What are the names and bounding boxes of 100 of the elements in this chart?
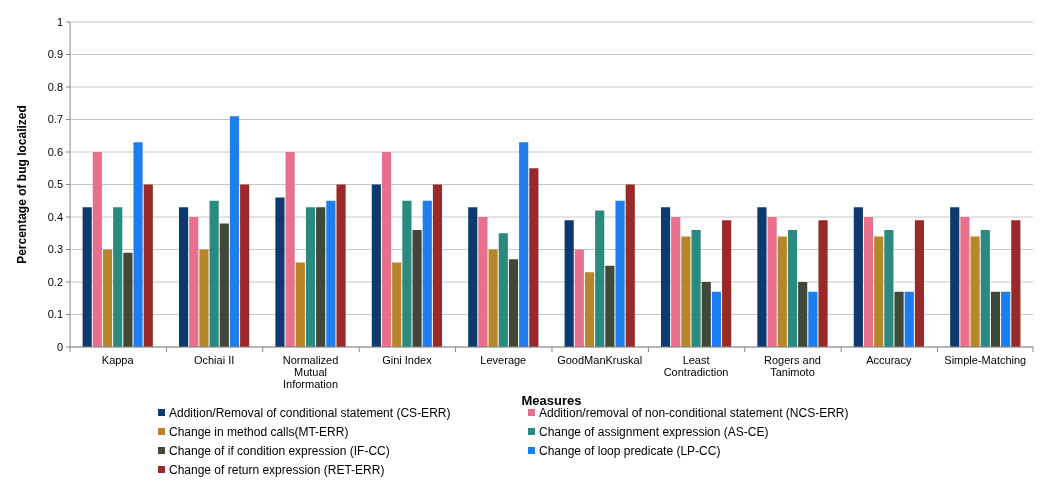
- bar: [595, 210, 605, 347]
- y-tick-label: 0.8: [47, 80, 63, 93]
- y-tick-label: 0: [56, 340, 63, 353]
- bar: [371, 184, 381, 347]
- bar: [275, 197, 285, 347]
- bar: [914, 220, 925, 347]
- bar: [508, 259, 519, 347]
- x-tick-label: Gini Index: [382, 354, 433, 366]
- bar: [336, 184, 346, 347]
- bar: [468, 207, 478, 347]
- bar: [133, 142, 143, 347]
- bar: [980, 230, 990, 347]
- bar: [701, 282, 711, 347]
- x-tick-label: Ochiai II: [193, 354, 235, 366]
- bar: [102, 249, 113, 347]
- bar: [422, 200, 432, 347]
- bar: [808, 291, 818, 347]
- y-tick-label: 0.4: [47, 210, 63, 223]
- y-tick-label: 0.2: [47, 275, 63, 288]
- y-tick-label: 0.9: [47, 48, 63, 61]
- bar: [92, 152, 102, 347]
- bar: [1001, 291, 1011, 347]
- bar: [432, 184, 443, 347]
- bar: [960, 217, 970, 347]
- y-tick-label: 0.5: [47, 178, 63, 191]
- bar: [574, 249, 584, 347]
- bar: [1011, 220, 1021, 347]
- bar: [818, 220, 828, 347]
- bar: [381, 152, 392, 347]
- legend-label: Change of if condition expression (IF-CC): [169, 444, 390, 459]
- bar: [199, 249, 209, 347]
- bar: [757, 207, 767, 347]
- bar: [402, 200, 412, 347]
- bar: [625, 184, 635, 347]
- bar: [392, 262, 402, 347]
- bar: [229, 116, 240, 347]
- y-axis-title: Percentage of bug localized: [15, 105, 29, 264]
- x-tick-label: Leverage: [480, 354, 527, 366]
- bar: [316, 207, 326, 347]
- bar: [884, 230, 894, 347]
- bar: [722, 220, 732, 347]
- bar: [970, 236, 980, 347]
- bar: [123, 252, 133, 347]
- bar: [950, 207, 960, 347]
- bar: [767, 217, 777, 347]
- y-tick-label: 0.6: [47, 145, 63, 158]
- bar: [990, 291, 1001, 347]
- bar: [798, 282, 808, 347]
- bar: [498, 233, 508, 347]
- bar: [777, 236, 787, 347]
- bar: [904, 291, 914, 347]
- legend-label: Addition/removal of non-conditional statement (NCS-ERR): [539, 406, 849, 421]
- y-tick-label: 0.1: [47, 308, 63, 321]
- bar: [681, 236, 691, 347]
- bar: [189, 217, 199, 347]
- x-tick-label: GoodManKruskal: [557, 354, 643, 366]
- legend-label: Change of loop predicate (LP-CC): [539, 444, 721, 459]
- bar: [787, 230, 798, 347]
- bar: [519, 142, 529, 347]
- bar: [584, 272, 595, 347]
- bar: [711, 291, 722, 347]
- x-tick-label: Accuracy: [866, 354, 912, 366]
- y-tick-label: 0.3: [47, 243, 63, 256]
- bar: [691, 230, 701, 347]
- x-tick-label: Simple-Matching: [944, 354, 1027, 366]
- x-tick-label: Kappa: [101, 354, 135, 366]
- bar: [529, 168, 539, 347]
- bar: [478, 217, 488, 347]
- bar: [326, 200, 336, 347]
- bar: [209, 200, 219, 347]
- legend-label: Change in method calls(MT-ERR): [169, 425, 349, 440]
- legend-label: Change of assignment expression (AS-CE): [539, 425, 769, 440]
- bar: [605, 265, 615, 347]
- x-axis-title: Measures: [521, 393, 582, 408]
- x-tick-label: Least Contradiction: [663, 354, 729, 378]
- bar: [295, 262, 305, 347]
- bar: [285, 152, 295, 347]
- y-tick-label: 1: [56, 15, 63, 28]
- bar: [853, 207, 863, 347]
- bar: [660, 207, 671, 347]
- bar: [305, 207, 316, 347]
- bar: [863, 217, 874, 347]
- x-tick-label: Rogers and Tanimoto: [764, 354, 821, 378]
- bar: [412, 230, 422, 347]
- bar: [671, 217, 681, 347]
- y-tick-label: 0.7: [47, 113, 63, 126]
- bar: [219, 223, 229, 347]
- bar: [874, 236, 884, 347]
- bar: [894, 291, 904, 347]
- bar: [564, 220, 574, 347]
- bar: [178, 207, 189, 347]
- bar: [615, 200, 625, 347]
- bar: [82, 207, 92, 347]
- legend-label: Change of return expression (RET-ERR): [169, 463, 385, 478]
- bar: [143, 184, 153, 347]
- x-tick-label: Normalized Mutual Information: [282, 354, 339, 390]
- bar: [240, 184, 250, 347]
- bar: [488, 249, 498, 347]
- legend-label: Addition/Removal of conditional statement (CS-ERR): [169, 406, 451, 421]
- bar: [113, 207, 123, 347]
